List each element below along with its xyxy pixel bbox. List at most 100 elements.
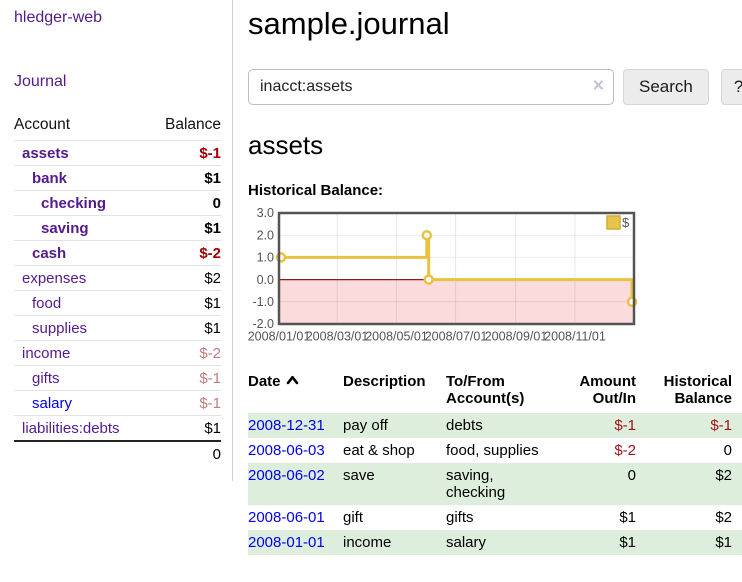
account-row: food $1 [14, 290, 221, 315]
transaction-balance: $-1 [710, 417, 732, 434]
account-link-food[interactable]: food [32, 294, 62, 312]
sort-ascending-icon [286, 375, 298, 385]
account-row: liabilities:debts $1 [14, 415, 221, 440]
accounts-table-header: Account Balance [14, 114, 221, 140]
transaction-balance: 0 [723, 442, 732, 459]
svg-text:3.0: 3.0 [257, 207, 274, 220]
search-input[interactable] [248, 69, 614, 105]
clear-search-icon[interactable]: × [592, 75, 604, 97]
date-column-header[interactable]: Date [248, 369, 343, 413]
account-balance: 0 [212, 194, 221, 212]
search-form: × Search ? [248, 69, 742, 105]
transaction-date-link[interactable]: 2008-12-31 [248, 417, 325, 434]
svg-text:-2.0: -2.0 [252, 317, 274, 331]
sidebar-item-journal[interactable]: Journal [14, 73, 67, 90]
transaction-balance: $2 [715, 467, 732, 484]
gridlines [279, 213, 634, 324]
transaction-row: 2008-01-01 income salary $1 $1 [248, 530, 742, 555]
account-balance: $1 [204, 294, 221, 312]
amount-column-header: Amount Out/In [579, 373, 636, 407]
account-balance: $-1 [199, 144, 221, 162]
accounts-table: Account Balance assets $-1 bank $1 check… [14, 114, 221, 467]
account-balance: $1 [204, 169, 221, 187]
register-header-row: Date Description To/From Account(s) Amou… [248, 369, 742, 413]
transaction-description: gift [343, 509, 364, 526]
transaction-amount: $1 [619, 509, 636, 526]
transaction-row: 2008-06-02 save saving, checking 0 $2 [248, 463, 742, 505]
svg-text:2008/03/01: 2008/03/01 [306, 330, 369, 344]
svg-text:2.0: 2.0 [257, 229, 274, 243]
transaction-amount: $-1 [614, 417, 636, 434]
svg-text:1.0: 1.0 [257, 251, 274, 265]
transaction-accounts: debts [446, 417, 483, 434]
account-row: cash $-2 [14, 240, 221, 265]
account-balance: $-2 [199, 344, 221, 362]
accounts-total-value: 0 [212, 446, 221, 463]
account-row: assets $-1 [14, 140, 221, 165]
sidebar: hledger-web Journal Account Balance asse… [0, 0, 233, 481]
account-link-salary[interactable]: salary [32, 394, 73, 412]
account-balance: $1 [204, 419, 221, 437]
transaction-row: 2008-12-31 pay off debts $-1 $-1 [248, 413, 742, 438]
account-row: bank $1 [14, 165, 221, 190]
transaction-balance: $2 [715, 509, 732, 526]
account-row: gifts $-1 [14, 365, 221, 390]
transaction-accounts: salary [446, 534, 487, 551]
svg-text:2008/05/01: 2008/05/01 [365, 330, 428, 344]
account-link-saving[interactable]: saving [41, 219, 89, 237]
plot-border [277, 211, 636, 326]
transaction-amount: $1 [619, 534, 636, 551]
transaction-amount: 0 [627, 467, 636, 484]
page-title: sample.journal [248, 6, 450, 41]
account-balance: $-1 [199, 369, 221, 387]
chart-title: Historical Balance: [248, 182, 384, 199]
account-balance: $1 [204, 319, 221, 337]
account-link-bank[interactable]: bank [32, 169, 68, 187]
transaction-date-link[interactable]: 2008-01-01 [248, 534, 325, 551]
account-row: income $-2 [14, 340, 221, 365]
x-axis-labels: 2008/01/01 2008/03/01 2008/05/01 2008/07… [248, 330, 606, 344]
svg-text:2008/09/01: 2008/09/01 [485, 330, 548, 344]
account-link-expenses[interactable]: expenses [22, 269, 87, 287]
accounts-column-header: To/From Account(s) [446, 373, 525, 407]
svg-text:-1.0: -1.0 [252, 295, 274, 309]
account-link-liabilities-debts[interactable]: liabilities:debts [22, 419, 120, 437]
transaction-date-link[interactable]: 2008-06-01 [248, 509, 325, 526]
app-title-link[interactable]: hledger-web [14, 9, 103, 26]
account-link-assets[interactable]: assets [22, 144, 69, 162]
chart-canvas: $ 3.0 2.0 1.0 0.0 -1.0 -2.0 2008/01/01 2… [248, 206, 638, 344]
svg-text:2008/11/01: 2008/11/01 [544, 330, 606, 344]
legend-label: $ [622, 215, 630, 230]
account-row: checking 0 [14, 190, 221, 215]
historical-balance-chart: $ 3.0 2.0 1.0 0.0 -1.0 -2.0 2008/01/01 2… [248, 206, 742, 350]
negative-region [279, 279, 634, 324]
transaction-description: pay off [343, 417, 388, 434]
account-link-gifts[interactable]: gifts [32, 369, 60, 387]
account-row: salary $-1 [14, 390, 221, 415]
main-content: sample.journal × Search ? assets Histori… [233, 0, 742, 555]
chart-legend: $ [606, 215, 630, 230]
account-balance: $1 [204, 219, 221, 237]
account-link-income[interactable]: income [22, 344, 71, 362]
transaction-accounts: saving, checking [446, 467, 506, 501]
account-heading: assets [248, 130, 324, 160]
account-link-supplies[interactable]: supplies [32, 319, 88, 337]
transaction-description: income [343, 534, 392, 551]
svg-text:2008/07/01: 2008/07/01 [425, 330, 488, 344]
transaction-description: eat & shop [343, 442, 415, 459]
balance-column-header: Historical Balance [663, 373, 732, 407]
search-button[interactable]: Search [623, 69, 709, 105]
transaction-date-link[interactable]: 2008-06-03 [248, 442, 325, 459]
account-column-header: Account [14, 116, 71, 133]
transaction-date-link[interactable]: 2008-06-02 [248, 467, 325, 484]
transaction-amount: $-2 [614, 442, 636, 459]
register-table: Date Description To/From Account(s) Amou… [248, 369, 742, 555]
account-link-checking[interactable]: checking [41, 194, 107, 212]
transaction-description: save [343, 467, 375, 484]
account-balance: $2 [204, 269, 221, 287]
transaction-balance: $1 [715, 534, 732, 551]
accounts-total-row: 0 [14, 440, 221, 467]
page: hledger-web Journal Account Balance asse… [0, 0, 742, 555]
search-help-button[interactable]: ? [720, 69, 742, 105]
account-link-cash[interactable]: cash [32, 244, 67, 262]
